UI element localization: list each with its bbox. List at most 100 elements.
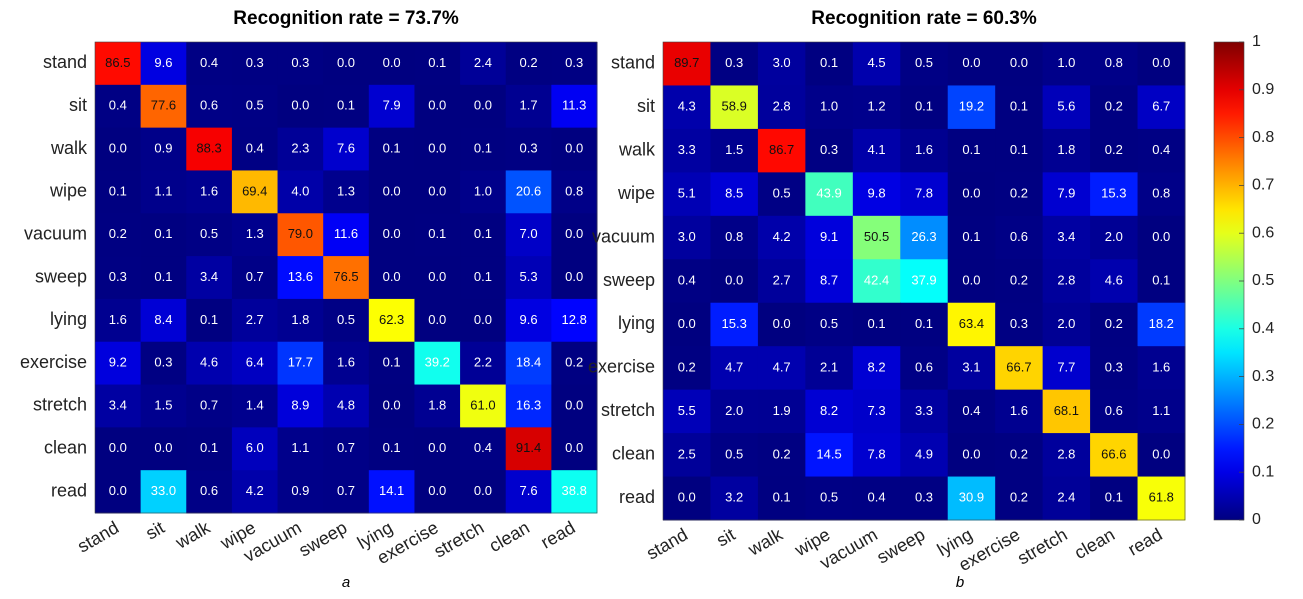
cell — [505, 384, 552, 428]
cell-label: 3.3 — [915, 403, 933, 418]
y-tick-label: sit — [69, 95, 87, 115]
cell — [663, 172, 711, 217]
cell-label: 8.7 — [820, 272, 838, 287]
cell — [140, 170, 187, 214]
cell — [140, 42, 187, 86]
cell — [900, 215, 949, 260]
cell — [186, 127, 233, 171]
cell-label: 1.5 — [725, 142, 743, 157]
cell-label: 0.1 — [868, 316, 886, 331]
cell-label: 86.5 — [105, 55, 130, 70]
cell-label: 7.0 — [520, 226, 538, 241]
cell — [900, 346, 949, 391]
colorbar-tick-label: 0.7 — [1252, 177, 1274, 194]
cell-label: 88.3 — [196, 140, 221, 155]
cell-label: 0.1 — [915, 316, 933, 331]
cell — [947, 172, 996, 217]
cell — [368, 341, 415, 386]
cell-label: 1.0 — [474, 183, 492, 198]
cell — [231, 384, 279, 428]
cell-label: 0.2 — [1105, 142, 1123, 157]
cell-label: 4.8 — [337, 397, 355, 412]
cell — [710, 128, 759, 173]
cell-label: 0.5 — [820, 490, 838, 505]
cell-label: 0.0 — [154, 440, 172, 455]
cell-label: 4.3 — [678, 99, 696, 114]
cell — [900, 85, 949, 130]
cell — [757, 85, 806, 130]
cell-label: 4.1 — [868, 142, 886, 157]
cell — [805, 172, 854, 217]
cell — [323, 427, 370, 471]
cell-label: 5.3 — [520, 269, 538, 284]
cell-label: 68.1 — [1054, 403, 1079, 418]
cell-label: 9.8 — [868, 186, 886, 201]
cell-label: 3.3 — [678, 142, 696, 157]
cell — [186, 427, 233, 471]
cell-label: 0.0 — [962, 186, 980, 201]
cell — [414, 42, 461, 86]
cell-label: 0.1 — [428, 55, 446, 70]
cell-label: 37.9 — [911, 272, 936, 287]
cell-label: 50.5 — [864, 229, 889, 244]
cell — [805, 128, 854, 173]
cell-label: 0.1 — [962, 142, 980, 157]
cell-label: 0.1 — [1105, 490, 1123, 505]
cell-label: 16.3 — [516, 397, 541, 412]
cell-label: 0.3 — [1010, 316, 1028, 331]
y-tick-label: stretch — [33, 395, 87, 415]
cell — [852, 42, 901, 86]
cell — [277, 170, 324, 214]
y-tick-label: lying — [50, 309, 87, 329]
cell-label: 0.3 — [246, 55, 264, 70]
cell-label: 0.0 — [109, 483, 127, 498]
cell — [710, 476, 759, 521]
cell-label: 5.5 — [678, 403, 696, 418]
cell-label: 0.2 — [1105, 99, 1123, 114]
cell — [95, 42, 142, 86]
x-tick-label: stretch — [1014, 524, 1071, 568]
cell-label: 1.8 — [428, 397, 446, 412]
cell — [551, 256, 598, 300]
cell — [231, 42, 279, 86]
x-tick-label: clean — [486, 517, 533, 556]
cell — [505, 42, 552, 86]
cell — [140, 84, 187, 129]
cell-label: 58.9 — [722, 99, 747, 114]
colorbar-tick-label: 0 — [1252, 511, 1261, 528]
cell-label: 0.0 — [773, 316, 791, 331]
cell-label: 12.8 — [562, 312, 587, 327]
cell-label: 3.4 — [200, 269, 218, 284]
cell-label: 0.5 — [200, 226, 218, 241]
cell-label: 0.3 — [820, 142, 838, 157]
cell — [277, 84, 324, 129]
cell — [995, 85, 1044, 130]
cell-label: 0.3 — [725, 55, 743, 70]
cell-label: 0.0 — [565, 269, 583, 284]
cell — [277, 213, 324, 257]
cell — [663, 389, 711, 434]
cell-label: 0.0 — [1152, 55, 1170, 70]
cell-label: 4.0 — [291, 183, 309, 198]
cell-label: 18.4 — [516, 355, 541, 370]
cell — [1137, 346, 1186, 391]
cell-label: 2.4 — [1057, 490, 1075, 505]
cell — [1090, 172, 1139, 217]
cell — [414, 470, 461, 514]
cell-label: 7.6 — [520, 483, 538, 498]
cell-label: 18.2 — [1149, 316, 1174, 331]
cell-label: 0.9 — [291, 483, 309, 498]
cell — [995, 476, 1044, 521]
cell — [1042, 259, 1091, 304]
cell — [1042, 215, 1091, 260]
cell — [460, 384, 507, 428]
cell-label: 0.4 — [962, 403, 980, 418]
cell-label: 2.4 — [474, 55, 492, 70]
cell — [852, 215, 901, 260]
cell — [323, 256, 370, 300]
cell — [140, 213, 187, 257]
cell — [505, 84, 552, 129]
cell-label: 0.2 — [678, 359, 696, 374]
cell — [277, 42, 324, 86]
cell — [368, 427, 415, 471]
